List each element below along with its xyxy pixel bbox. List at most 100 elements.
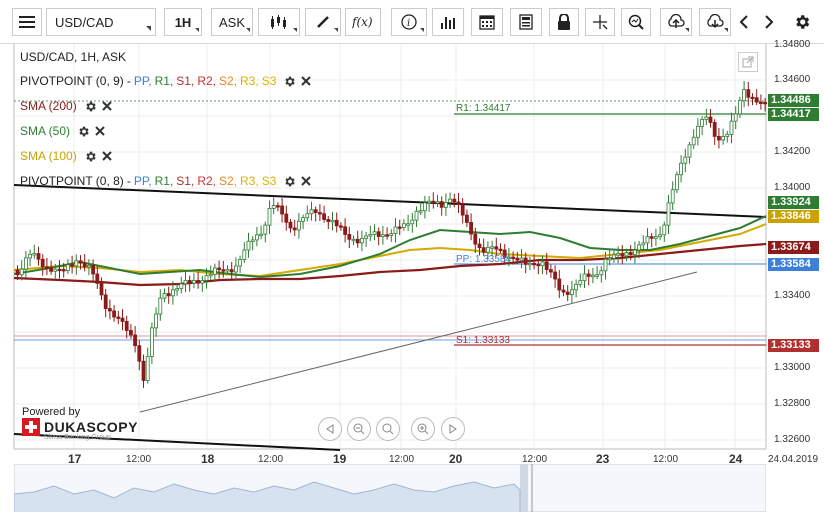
candle-body [401,223,406,228]
candle-body [343,226,348,235]
candle-body [422,202,427,212]
prev-icon [739,15,748,29]
candle-body [523,257,528,265]
symbol-label: USD/CAD [55,14,114,30]
gear-icon[interactable] [283,175,296,188]
candle-body [549,269,553,273]
chart-area[interactable]: R1: 1.34417 PP: 1.33584 S1: 1.33133 USD/… [0,39,824,514]
close-icon[interactable] [300,75,312,87]
y-tick: 1.34600 [774,74,811,85]
triangle-left-icon [326,424,334,434]
svg-text:i: i [407,18,410,29]
candle-body [141,360,146,381]
function-button[interactable]: f(x) [345,8,381,36]
zoom-out-button[interactable] [347,417,371,441]
close-icon[interactable] [101,150,113,162]
crosshair-button[interactable] [585,8,615,36]
chevron-down-icon [246,28,250,32]
period-select[interactable]: 1H [164,8,202,36]
side-select[interactable]: ASK [211,8,253,36]
navigator-handle[interactable] [520,464,528,512]
candle-body [536,263,541,267]
prev-button[interactable] [733,8,755,36]
candle-body [288,221,293,229]
navigator-panel[interactable] [14,464,766,512]
download-button[interactable] [699,8,731,36]
close-icon[interactable] [94,125,106,137]
legend-pivot-1[interactable]: PIVOTPOINT (0, 9) - PP, R1, S1, R2, S2, … [20,74,312,88]
candle-body [82,262,87,268]
close-icon[interactable] [101,100,113,112]
candle-body [271,205,276,209]
candle-body [418,210,423,213]
candle-body [70,264,74,267]
candle-body [553,271,557,280]
next-button[interactable] [758,8,780,36]
zoom-in-button[interactable] [411,417,435,441]
sma-200-label: SMA (200) [20,99,77,113]
candle-body [292,227,297,231]
candle-body [410,219,415,225]
legend-pivot-2[interactable]: PIVOTPOINT (0, 8) - PP, R1, S1, R2, S2, … [20,174,312,188]
candle-body [301,217,306,222]
candle-body [633,249,637,256]
candle-body [108,308,112,312]
lock-button[interactable] [549,8,579,36]
candle-body [40,258,45,268]
draw-button[interactable] [305,8,341,36]
candle-body [427,200,432,204]
candle-body [582,273,587,282]
info-button[interactable]: i [391,8,427,36]
price-badge-sma50: 1.33924 [768,196,819,209]
candle-body [32,253,37,256]
calendar-button[interactable] [471,8,503,36]
legend-sma-50[interactable]: SMA (50) [20,124,106,138]
candle-body [36,253,41,260]
toolbar: USD/CAD 1H ASK f(x) i [0,0,824,44]
candle-body [275,205,280,208]
gear-icon[interactable] [283,75,296,88]
sma-50-label: SMA (50) [20,124,71,138]
scroll-right-button[interactable] [441,417,465,441]
candle-body [267,208,272,226]
expand-button[interactable] [738,52,758,72]
chart-type-button[interactable] [258,8,300,36]
layout-button[interactable] [510,8,542,36]
settings-button[interactable] [790,8,814,36]
close-icon[interactable] [300,175,312,187]
zoom-button[interactable] [621,8,651,36]
menu-button[interactable] [12,8,42,36]
candle-body [99,282,104,296]
x-label-time: 12:00 [653,454,679,465]
candle-body [191,280,196,284]
pivot-s2: S2, [219,74,238,88]
candle-body [607,257,612,261]
legend-sma-200[interactable]: SMA (200) [20,99,113,113]
candle-body [700,118,704,127]
candle-body [254,234,259,241]
candle-body [103,294,108,310]
scroll-left-button[interactable] [318,417,342,441]
candle-body [317,212,322,215]
symbol-select[interactable]: USD/CAD [46,8,156,36]
pivot-s3: S3 [261,174,277,188]
candle-body [91,264,95,275]
upload-button[interactable] [660,8,692,36]
gear-icon[interactable] [84,100,97,113]
candle-body [225,269,230,272]
triangle-right-icon [449,424,457,434]
legend-sma-100[interactable]: SMA (100) [20,149,113,163]
pivot-r1: R1, [154,74,174,88]
gear-icon[interactable] [84,150,97,163]
candle-body [624,252,629,257]
candle-body [49,266,53,272]
price-chart[interactable]: R1: 1.34417 PP: 1.33584 S1: 1.33133 [0,44,824,514]
volume-button[interactable] [432,8,464,36]
gear-icon[interactable] [77,125,90,138]
candle-body [376,231,381,237]
pivot-r2: R2, [197,174,216,188]
candle-body [565,291,570,295]
candle-body [296,220,301,231]
reset-zoom-button[interactable] [376,417,400,441]
candle-body [120,317,125,322]
